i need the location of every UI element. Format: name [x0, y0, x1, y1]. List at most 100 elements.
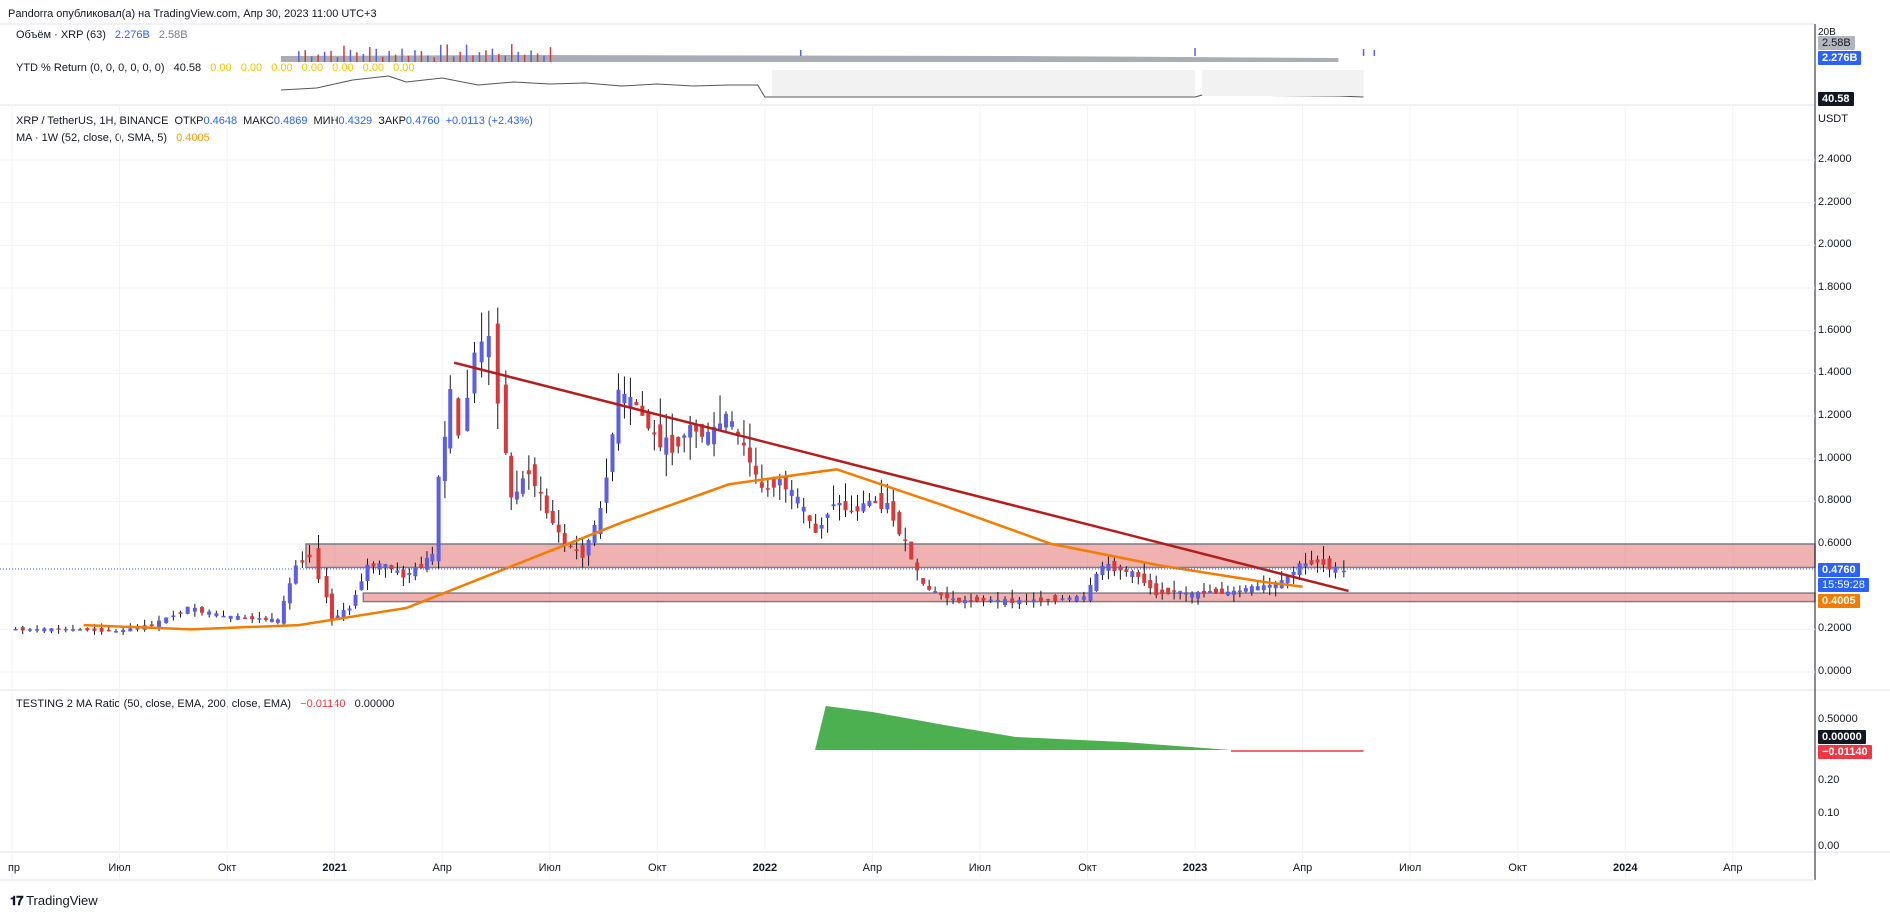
candle-body	[1166, 587, 1171, 594]
candle-body	[813, 523, 818, 533]
candle-body	[1046, 599, 1051, 601]
candle-body	[586, 540, 591, 556]
candle-body	[472, 352, 477, 394]
time-tick: Апр	[432, 862, 452, 874]
candle-body	[879, 493, 884, 510]
candle-body	[1060, 598, 1065, 600]
candle-body	[532, 464, 537, 487]
candle-body	[1213, 588, 1218, 593]
candle-body	[915, 562, 920, 571]
candle-body	[1160, 589, 1165, 595]
candle-body	[486, 336, 491, 358]
candle-body	[1243, 588, 1248, 592]
candle-body	[855, 506, 860, 512]
resistance-zone	[305, 543, 1816, 569]
candle-body	[1333, 566, 1338, 573]
candle-body	[1100, 565, 1105, 575]
candle-body	[1315, 559, 1320, 563]
volume-tag-1: 2.58B	[1818, 36, 1855, 50]
candle-body	[353, 594, 358, 606]
ytd-legend-name: YTD % Return (0, 0, 0, 0, 0, 0)	[16, 62, 165, 74]
time-tick: пр	[7, 862, 21, 874]
candle-body	[974, 596, 979, 602]
candle-body	[676, 436, 681, 447]
candle-body	[1024, 600, 1029, 603]
candle-body	[873, 500, 878, 503]
candle-body	[383, 564, 388, 568]
candle-body	[503, 384, 508, 454]
candle-body	[1017, 599, 1022, 605]
price-tick: 0.2000	[1818, 622, 1852, 635]
countdown-tag: 15:59:28	[1818, 578, 1869, 592]
ratio-tick: 0.00	[1818, 840, 1840, 852]
candle-body	[207, 611, 212, 615]
candle-body	[92, 628, 97, 631]
candle-body	[128, 628, 133, 632]
candle-body	[1088, 584, 1093, 601]
candle-body	[988, 599, 993, 602]
time-tick: Апр	[1723, 862, 1743, 874]
candle-body	[1010, 598, 1015, 603]
main-legend: XRP / TetherUS, 1H, BINANCE ОТКР0.4648 МАК…	[16, 115, 539, 127]
candle-body	[712, 426, 717, 445]
candle-body	[1074, 596, 1079, 602]
candle-body	[250, 616, 255, 620]
candle-body	[335, 615, 340, 618]
candle-body	[377, 563, 382, 570]
candle-body	[113, 631, 118, 633]
trendline[interactable]	[453, 361, 1349, 593]
candle-body	[1255, 586, 1260, 591]
time-tick: Окт	[1508, 862, 1527, 874]
ratio-zero-tag: 0.00000	[1818, 730, 1866, 744]
candle-body	[56, 628, 61, 630]
candle-body	[670, 434, 675, 453]
candle-body	[927, 585, 932, 590]
volume-top-label: 20B	[1818, 27, 1836, 38]
candle-body	[945, 593, 950, 599]
candle-body	[1303, 563, 1308, 567]
time-tick: 2023	[1182, 862, 1208, 874]
candle-body	[1142, 573, 1147, 583]
candle-body	[1038, 597, 1043, 602]
candle-body	[1184, 592, 1189, 595]
ytd-val: 0.00	[301, 62, 324, 74]
candle-body	[981, 597, 986, 601]
candle-body	[604, 477, 609, 503]
candle-body	[1327, 558, 1332, 570]
price-tick: 0.8000	[1818, 494, 1852, 507]
candle-body	[556, 524, 561, 533]
candle-body	[347, 608, 352, 611]
candle-body	[413, 566, 418, 577]
candle-body	[921, 578, 926, 584]
candle-body	[1202, 590, 1207, 594]
open-value: 0.4648	[203, 115, 238, 127]
candle-body	[544, 495, 549, 514]
high-value: 0.4869	[273, 115, 308, 127]
candle-body	[819, 525, 824, 529]
candle-body	[574, 549, 579, 551]
candle-body	[526, 470, 531, 475]
candle-body	[747, 447, 752, 463]
candle-body	[359, 581, 364, 591]
ma-legend-name: MA · 1W (52, close, 0, SMA, 5)	[16, 132, 167, 144]
time-tick: Апр	[1292, 862, 1313, 874]
candle-body	[861, 503, 866, 512]
candle-body	[371, 563, 376, 567]
candle-body	[106, 629, 111, 632]
candle-body	[724, 413, 729, 428]
candle-body	[1136, 572, 1141, 577]
ytd-tag: 40.58	[1818, 92, 1854, 106]
candle-body	[341, 610, 346, 619]
candle-body	[628, 397, 633, 408]
ytd-val: 0.00	[393, 62, 415, 74]
time-tick: Июл	[538, 862, 561, 874]
ma-line	[83, 468, 1303, 631]
price-tick: 1.2000	[1818, 409, 1852, 421]
candle-body	[156, 620, 161, 628]
candle-body	[825, 514, 830, 518]
ratio-legend-value2: 0.00000	[354, 698, 395, 710]
ytd-val: 0.00	[271, 62, 293, 74]
tradingview-logo-icon: 𝟏𝟕	[10, 893, 24, 908]
volume-legend-value1: 2.276B	[114, 29, 150, 41]
